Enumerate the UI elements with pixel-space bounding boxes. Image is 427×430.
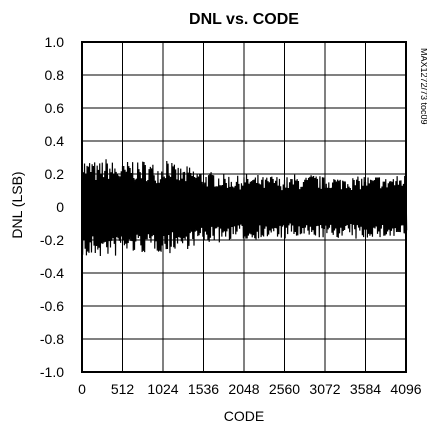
y-tick-label: 1.0 [45, 34, 65, 50]
side-note: MAX1272/73 toc09 [419, 48, 427, 125]
x-tick-label: 2048 [228, 381, 259, 397]
dnl-series-line [81, 159, 408, 257]
grid [81, 41, 407, 373]
x-tick-label: 4096 [390, 381, 421, 397]
x-axis-label: CODE [224, 408, 264, 424]
y-axis-label: DNL (LSB) [9, 171, 25, 238]
x-tick-label: 3072 [309, 381, 340, 397]
x-tick-label: 3584 [350, 381, 381, 397]
x-tick-label: 0 [78, 381, 86, 397]
x-tick-label: 1024 [147, 381, 178, 397]
y-tick-label: 0.4 [45, 133, 65, 149]
y-tick-label: -1.0 [40, 364, 64, 380]
y-tick-label: -0.2 [40, 232, 64, 248]
y-tick-label: 0 [56, 199, 64, 215]
x-tick-label: 2560 [269, 381, 300, 397]
y-tick-label: -0.8 [40, 331, 64, 347]
y-tick-label: 0.8 [45, 67, 65, 83]
y-tick-label: 0.2 [45, 166, 65, 182]
y-tick-label: -0.4 [40, 265, 64, 281]
x-tick-labels: 0 512 1024 1536 2048 2560 3072 3584 4096 [78, 381, 422, 397]
x-tick-label: 1536 [188, 381, 219, 397]
chart-title: DNL vs. CODE [189, 11, 299, 28]
plot-frame [81, 41, 407, 373]
x-tick-label: 512 [111, 381, 135, 397]
y-tick-label: -0.6 [40, 298, 64, 314]
dnl-trace [81, 159, 408, 257]
y-tick-labels: 1.0 0.8 0.6 0.4 0.2 0 -0.2 -0.4 -0.6 -0.8 -1.0 [40, 34, 64, 380]
y-tick-label: 0.6 [45, 100, 65, 116]
